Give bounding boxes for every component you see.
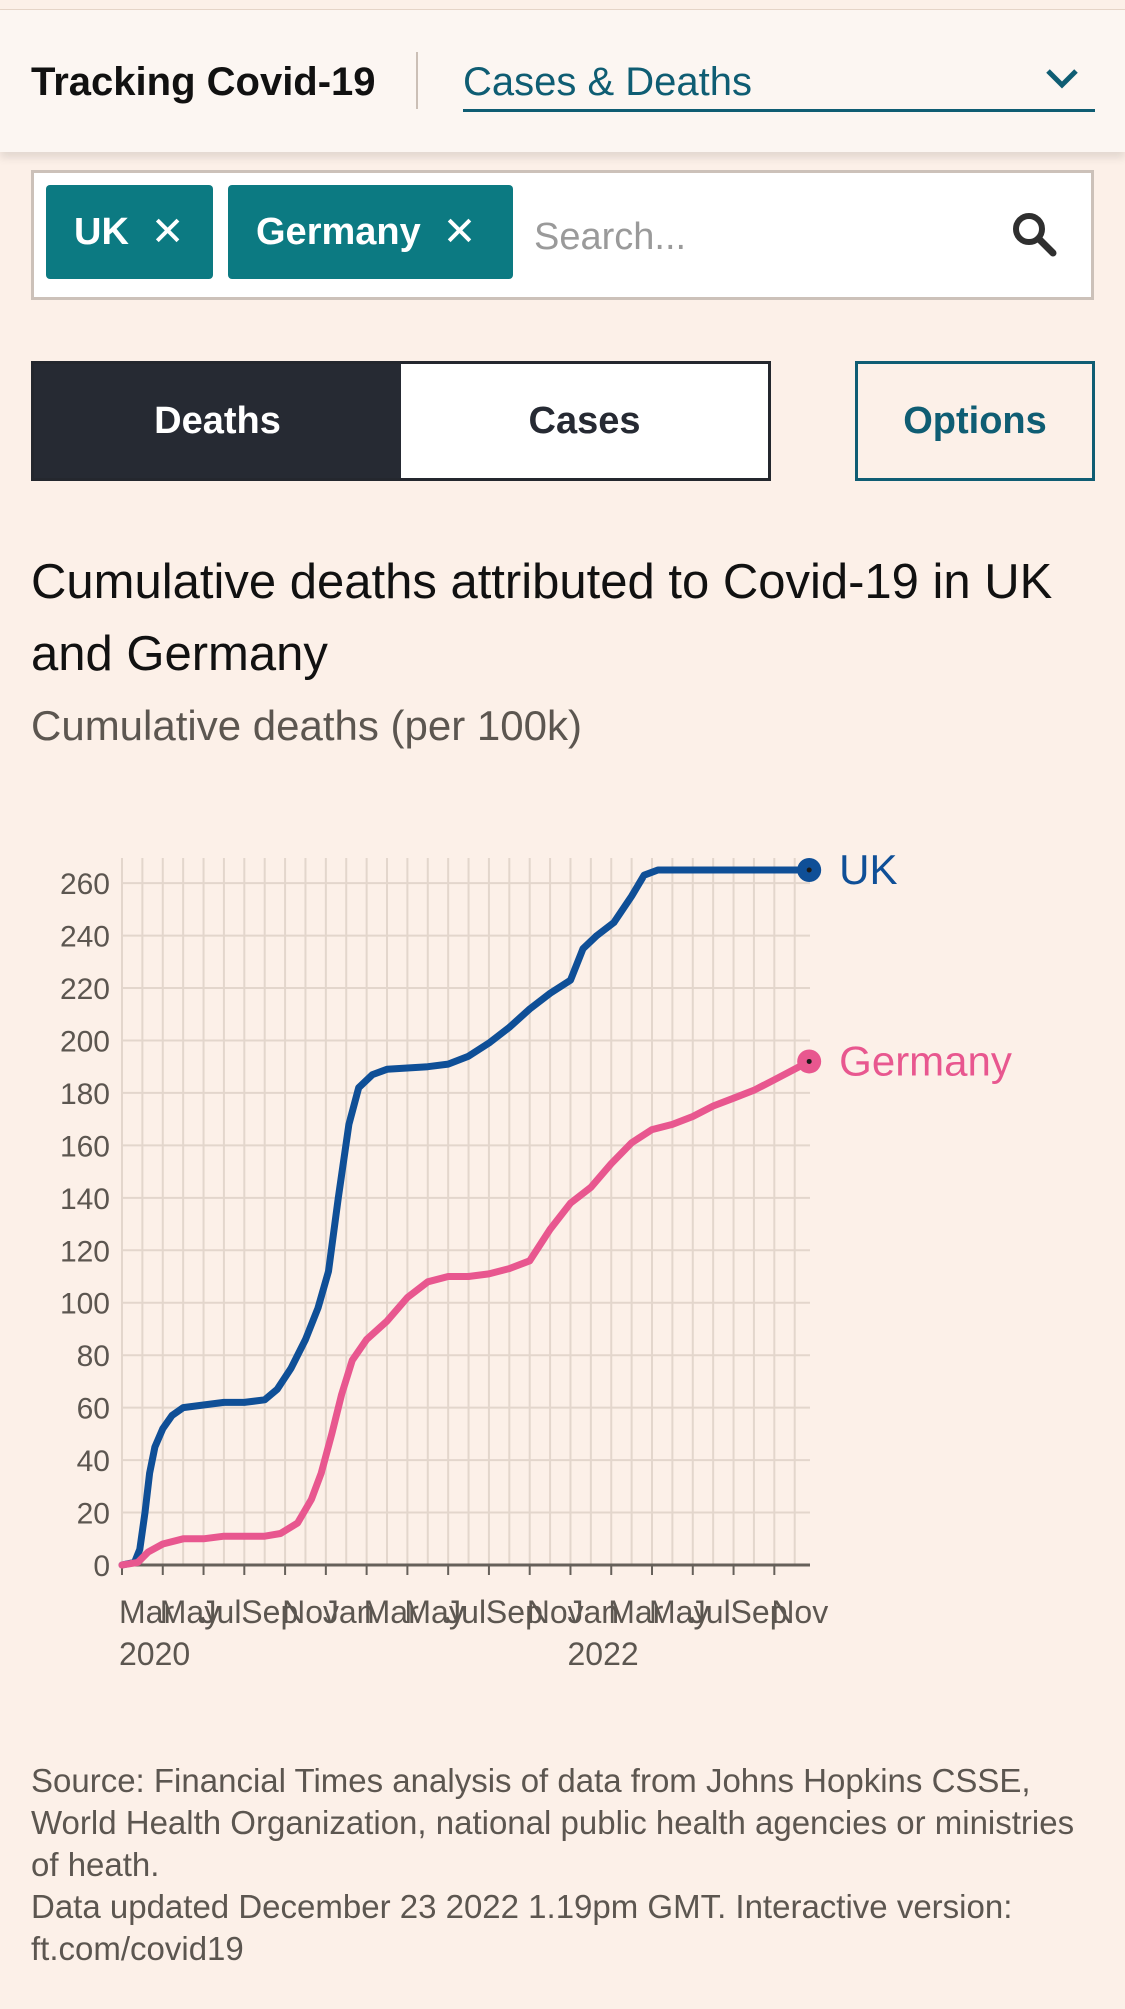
series-endpoint-dot [806, 1058, 812, 1064]
source-text: Source: Financial Times analysis of data… [31, 1762, 1075, 1883]
x-tick-label: May [404, 1594, 464, 1630]
country-chip-germany[interactable]: Germany ✕ [228, 185, 513, 279]
view-dropdown[interactable]: Cases & Deaths [463, 50, 1095, 112]
x-tick-label: Mar [119, 1594, 174, 1630]
chart-title: Cumulative deaths attributed to Covid-19… [31, 555, 1053, 681]
series-label-uk: UK [839, 846, 897, 893]
x-year-label: 2020 [119, 1636, 190, 1672]
series-endpoint-dot [806, 867, 812, 873]
y-tick-label: 0 [93, 1550, 110, 1583]
country-search-box[interactable]: UK ✕ Germany ✕ [31, 170, 1094, 300]
y-tick-label: 200 [60, 1025, 110, 1058]
chip-label: Germany [256, 210, 421, 253]
y-tick-label: 260 [60, 868, 110, 901]
x-tick-label: Sep [731, 1594, 788, 1630]
close-icon[interactable]: ✕ [150, 210, 185, 254]
updated-text: Data updated December 23 2022 1.19pm GMT… [31, 1888, 1013, 1967]
deaths-tab[interactable]: Deaths [34, 364, 401, 478]
x-tick-label: Jul [445, 1594, 486, 1630]
view-dropdown-label: Cases & Deaths [463, 60, 753, 104]
metric-toggle: Deaths Cases [31, 361, 771, 481]
header-divider [416, 52, 418, 109]
x-tick-label: Sep [241, 1594, 298, 1630]
y-tick-label: 140 [60, 1183, 110, 1216]
y-tick-label: 20 [77, 1498, 110, 1531]
source-note: Source: Financial Times analysis of data… [31, 1760, 1101, 1970]
x-tick-label: Jan [567, 1594, 619, 1630]
y-tick-label: 220 [60, 973, 110, 1006]
x-tick-label: Sep [486, 1594, 543, 1630]
y-tick-label: 100 [60, 1288, 110, 1321]
top-border [0, 0, 1125, 10]
x-year-label: 2022 [567, 1636, 638, 1672]
y-tick-label: 60 [77, 1393, 110, 1426]
x-tick-label: May [649, 1594, 709, 1630]
series-line-germany [118, 1058, 813, 1569]
y-tick-label: 120 [60, 1235, 110, 1268]
chart-subtitle: Cumulative deaths (per 100k) [31, 702, 582, 749]
y-tick-label: 40 [77, 1445, 110, 1478]
y-tick-label: 160 [60, 1130, 110, 1163]
x-tick-label: Nov [282, 1594, 339, 1630]
close-icon[interactable]: ✕ [442, 210, 477, 254]
search-icon[interactable] [1011, 211, 1057, 257]
country-chip-uk[interactable]: UK ✕ [46, 185, 213, 279]
x-tick-label: Mar [608, 1594, 663, 1630]
chip-label: UK [74, 210, 129, 253]
page-title: Tracking Covid-19 [31, 60, 376, 104]
x-tick-label: Jan [323, 1594, 375, 1630]
x-tick-label: May [160, 1594, 220, 1630]
search-input[interactable] [534, 209, 984, 265]
chevron-down-icon [1046, 69, 1078, 89]
x-tick-label: Jul [690, 1594, 731, 1630]
y-tick-label: 80 [77, 1340, 110, 1373]
header-bar: Tracking Covid-19 Cases & Deaths [0, 10, 1125, 152]
y-tick-label: 240 [60, 921, 110, 954]
series-label-germany: Germany [839, 1037, 1012, 1084]
series-line-uk [118, 866, 813, 1569]
x-tick-label: Jul [201, 1594, 242, 1630]
cases-tab[interactable]: Cases [401, 364, 768, 478]
line-chart: 020406080100120140160180200220240260MarM… [60, 846, 1012, 1672]
x-tick-label: Nov [527, 1594, 584, 1630]
x-tick-label: Mar [364, 1594, 419, 1630]
x-tick-label: Nov [771, 1594, 828, 1630]
options-button[interactable]: Options [855, 361, 1095, 481]
y-tick-label: 180 [60, 1078, 110, 1111]
